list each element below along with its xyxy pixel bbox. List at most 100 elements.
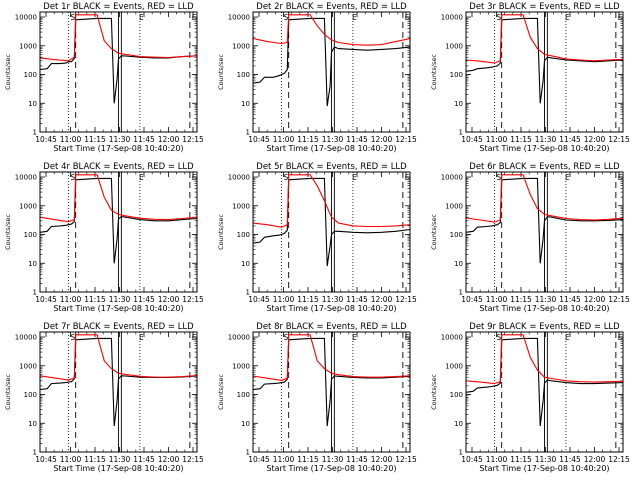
y-tick-label: 100 [450, 391, 463, 399]
x-tick-label: 11:15 [297, 135, 319, 144]
x-tick-label: 11:45 [133, 135, 155, 144]
y-tick-label: 1000 [445, 362, 463, 370]
y-tick-label: 1000 [232, 42, 250, 50]
events-series-line [253, 337, 410, 427]
marker-label: E [405, 13, 410, 22]
y-tick-label: 1000 [19, 42, 37, 50]
y-tick-label: 10000 [15, 334, 37, 342]
x-tick-label: 11:30 [535, 135, 557, 144]
x-tick-label: 11:15 [510, 295, 532, 304]
marker-label: S [283, 333, 288, 342]
panel-title: Det 6r BLACK = Events, RED = LLD [469, 162, 620, 172]
y-tick-label: 10000 [228, 174, 250, 182]
panel-title: Det 4r BLACK = Events, RED = LLD [43, 162, 194, 172]
y-tick-label: 100 [237, 391, 250, 399]
detector-panel-6: Det 6r BLACK = Events, RED = LLD Counts/s… [430, 162, 630, 313]
marker-label: S [70, 333, 75, 342]
detector-panel-2: Det 2r BLACK = Events, RED = LLD Counts/s… [217, 2, 417, 153]
lld-series-line [40, 14, 197, 62]
x-tick-label: 12:00 [584, 455, 606, 464]
x-tick-label: 12:15 [395, 135, 417, 144]
x-tick-label: 11:00 [486, 455, 508, 464]
marker-label: E [352, 333, 357, 342]
panel-title: Det 3r BLACK = Events, RED = LLD [469, 2, 620, 12]
x-tick-label: 11:30 [535, 455, 557, 464]
events-series-line [466, 177, 623, 264]
x-tick-label: 10:45 [248, 455, 270, 464]
x-tick-label: 11:15 [84, 295, 106, 304]
y-tick-label: 1 [246, 129, 250, 137]
plot-frame [252, 171, 411, 293]
lld-series-line [466, 14, 623, 64]
x-tick-label: 10:45 [461, 455, 483, 464]
panel-title: Det 2r BLACK = Events, RED = LLD [256, 2, 407, 12]
marker-label: S [496, 173, 501, 182]
marker-label: E [192, 13, 197, 22]
x-tick-label: 10:45 [461, 135, 483, 144]
y-tick-label: 1 [246, 289, 250, 297]
y-tick-label: 100 [450, 231, 463, 239]
x-tick-label: 11:30 [322, 295, 344, 304]
x-tick-label: 12:15 [182, 455, 204, 464]
x-axis-label: Start Time (17-Sep-08 10:40:20) [266, 144, 396, 153]
detector-panel-3: Det 3r BLACK = Events, RED = LLD Counts/s… [430, 2, 630, 153]
x-tick-label: 11:30 [109, 295, 131, 304]
x-tick-label: 12:00 [584, 295, 606, 304]
marker-label: E [565, 13, 570, 22]
y-axis-label: Counts/sec [430, 214, 438, 250]
y-axis-label: Counts/sec [217, 374, 225, 410]
y-tick-label: 1 [33, 289, 37, 297]
y-tick-label: 1 [33, 129, 37, 137]
y-tick-label: 1000 [232, 202, 250, 210]
y-tick-label: 100 [237, 231, 250, 239]
plot-frame [39, 331, 198, 453]
x-tick-label: 11:00 [60, 455, 82, 464]
marker-label: E [352, 13, 357, 22]
plot-frame [39, 11, 198, 133]
marker-label: E [618, 333, 623, 342]
plot-frame [252, 331, 411, 453]
y-tick-label: 10000 [15, 14, 37, 22]
x-axis-label: Start Time (17-Sep-08 10:40:20) [53, 144, 183, 153]
marker-label: E [192, 173, 197, 182]
marker-label: S [283, 13, 288, 22]
events-series-line [40, 17, 197, 104]
y-tick-label: 1000 [19, 202, 37, 210]
y-tick-label: 1 [33, 449, 37, 457]
marker-label: E [618, 13, 623, 22]
panel-title: Det 7r BLACK = Events, RED = LLD [43, 322, 194, 332]
y-tick-label: 10 [241, 260, 250, 268]
x-tick-label: 11:45 [346, 455, 368, 464]
y-tick-label: 10000 [228, 334, 250, 342]
x-tick-label: 12:00 [158, 455, 180, 464]
x-axis-label: Start Time (17-Sep-08 10:40:20) [266, 304, 396, 313]
y-tick-label: 10 [28, 260, 37, 268]
x-tick-label: 11:15 [510, 455, 532, 464]
x-tick-label: 12:15 [608, 455, 630, 464]
y-tick-label: 1000 [445, 42, 463, 50]
x-tick-label: 11:00 [60, 135, 82, 144]
y-tick-label: 100 [24, 391, 37, 399]
y-tick-label: 10000 [441, 334, 463, 342]
x-tick-label: 11:45 [133, 295, 155, 304]
x-tick-label: 11:30 [535, 295, 557, 304]
x-tick-label: 11:45 [133, 455, 155, 464]
y-tick-label: 10 [454, 420, 463, 428]
lld-series-line [466, 174, 623, 223]
marker-label: E [618, 173, 623, 182]
marker-label: E [139, 13, 144, 22]
x-tick-label: 11:30 [322, 455, 344, 464]
y-tick-label: 1 [459, 129, 463, 137]
y-tick-label: 10 [454, 100, 463, 108]
y-tick-label: 1000 [232, 362, 250, 370]
x-tick-label: 12:15 [395, 455, 417, 464]
panel-title: Det 5r BLACK = Events, RED = LLD [256, 162, 407, 172]
plot-frame [39, 171, 198, 293]
detector-panel-9: Det 9r BLACK = Events, RED = LLD Counts/s… [430, 322, 630, 473]
x-tick-label: 11:45 [559, 295, 581, 304]
x-tick-label: 12:15 [608, 295, 630, 304]
marker-label: E [192, 333, 197, 342]
y-tick-label: 1000 [19, 362, 37, 370]
x-tick-label: 12:00 [158, 295, 180, 304]
plot-frame [465, 331, 624, 453]
